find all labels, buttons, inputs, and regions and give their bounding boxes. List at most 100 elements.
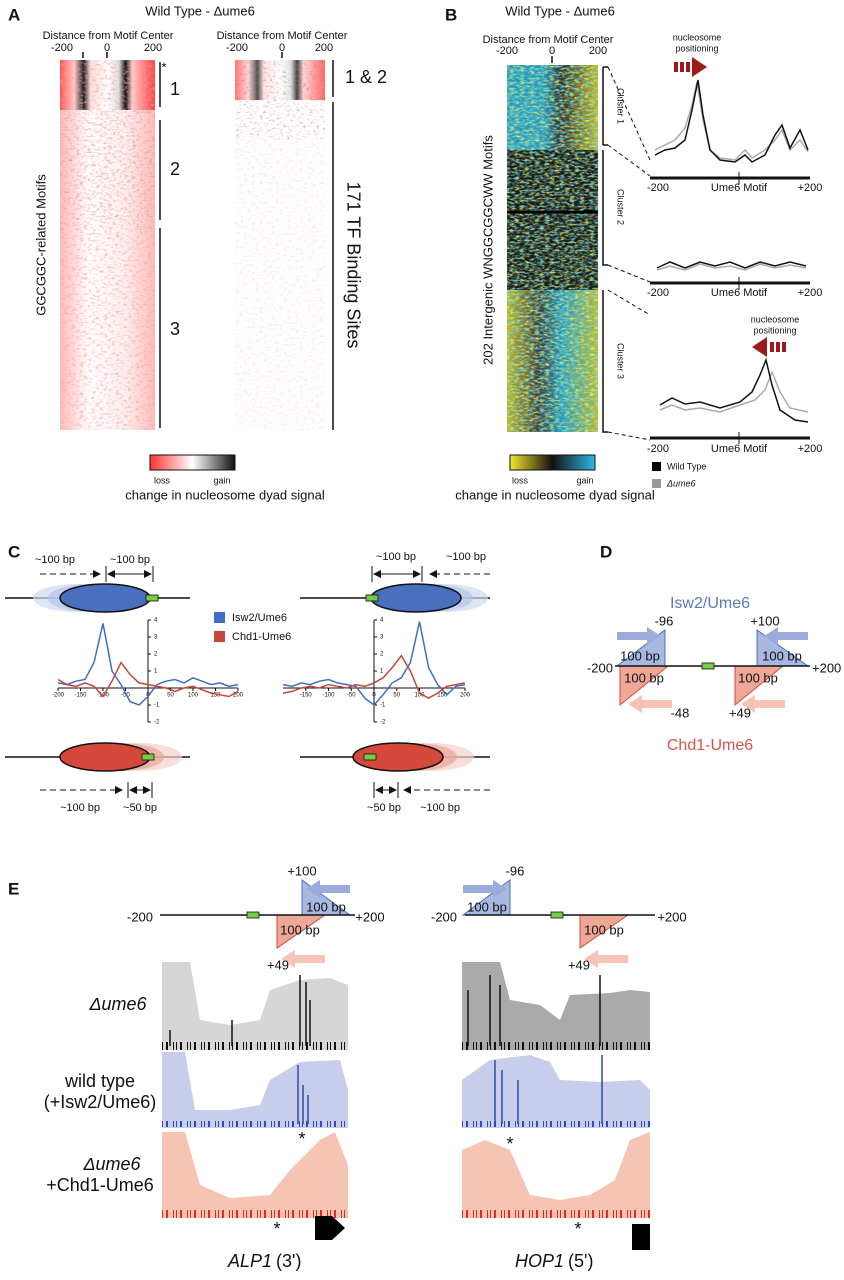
x-tick-label: -100 (322, 693, 335, 699)
x-tick-label: -200 (52, 693, 65, 699)
y-tick-label: -1 (380, 703, 386, 709)
width-label: 100 bp (762, 648, 802, 663)
track-label: wild type (64, 1071, 135, 1091)
x-tick-label: -50 (121, 693, 130, 699)
colorbar-a (149, 454, 236, 471)
width-label: 100 bp (280, 922, 320, 937)
colorbar-label: loss (512, 475, 529, 485)
colorbar-label: gain (213, 475, 230, 485)
end-label: +200 (355, 909, 384, 924)
colorbar-label: gain (576, 475, 593, 485)
axis-title: Distance from Motif Center (217, 30, 348, 42)
distance-label: ~100 bp (420, 802, 460, 814)
panel-label: C (8, 542, 20, 561)
distance-label: ~50 bp (123, 802, 157, 814)
position-label: +49 (729, 705, 751, 720)
tick-label: -200 (496, 45, 518, 57)
tick-label: 200 (144, 42, 162, 54)
annotation: positioning (675, 43, 718, 53)
axis-title: GGCGGC-related Motifs (33, 174, 48, 316)
track-label: +Chd1-Ume6 (46, 1175, 154, 1195)
track-label: (+Isw2/Ume6) (44, 1092, 157, 1112)
end-label: +200 (812, 660, 841, 675)
axis-title: 202 Intergenic WNGGCGGCWW Motifs (480, 135, 495, 365)
legend-label: Isw2/Ume6 (232, 612, 287, 624)
width-label: 100 bp (620, 648, 660, 663)
position-label: -48 (671, 705, 690, 720)
distance-label: ~50 bp (367, 802, 401, 814)
distance-label: ~100 bp (446, 551, 486, 563)
tick-label: 200 (589, 45, 607, 57)
y-tick-label: 4 (380, 618, 384, 624)
tick-label: 0 (104, 42, 110, 54)
position-label: -96 (506, 863, 525, 878)
position-label: +49 (267, 957, 289, 972)
tracks-e (162, 962, 650, 1250)
annotation: * (273, 1219, 280, 1239)
diagram-d (615, 627, 810, 713)
axis-label: -200 (647, 287, 669, 299)
annotation: positioning (753, 325, 796, 335)
colorbar-label: loss (154, 475, 171, 485)
legend-swatch (214, 612, 225, 623)
diagram-title: Chd1-Ume6 (667, 737, 753, 754)
line-series (282, 654, 466, 700)
colorbar-caption: change in nucleosome dyad signal (455, 487, 655, 502)
y-tick-label: 1 (154, 669, 158, 675)
x-tick-label: 0 (372, 693, 376, 699)
axis-label: -200 (647, 443, 669, 455)
gene-label: HOP1 (515, 1251, 564, 1271)
tick-label: -200 (226, 42, 248, 54)
x-tick-label: 200 (460, 693, 471, 699)
gene-label: (5') (568, 1251, 593, 1271)
axis-label: -200 (647, 182, 669, 194)
x-tick-label: 50 (393, 693, 400, 699)
x-tick-label: -50 (347, 693, 356, 699)
tick-label: 200 (315, 42, 333, 54)
panel-label: A (8, 5, 20, 24)
x-tick-label: 100 (188, 693, 199, 699)
gene-label: ALP1 (227, 1251, 272, 1271)
y-tick-label: 3 (380, 635, 384, 641)
line-series (282, 621, 466, 707)
panel-label: D (600, 542, 612, 561)
end-label: +200 (657, 909, 686, 924)
tick-label: -200 (51, 42, 73, 54)
cluster-brackets-a (82, 52, 334, 430)
end-label: -200 (431, 909, 457, 924)
legend-swatch (214, 631, 225, 642)
annotation: * (574, 1219, 581, 1239)
annotation: nucleosome (751, 314, 800, 324)
y-tick-label: 3 (154, 635, 158, 641)
colorbar-caption: change in nucleosome dyad signal (125, 487, 325, 502)
axis-title: Distance from Motif Center (483, 34, 614, 46)
x-tick-label: -150 (300, 693, 313, 699)
cluster-label: Cluster 1 (616, 88, 626, 124)
cluster-label: 171 TF Binding Sites (343, 182, 363, 349)
width-label: 100 bp (306, 899, 346, 914)
axis-label: Ume6 Motif (711, 443, 768, 455)
distance-label: ~100 bp (376, 551, 416, 563)
y-tick-label: 1 (380, 669, 384, 675)
cluster-label: 1 (170, 79, 180, 99)
panel-title: Wild Type - Δume6 (145, 3, 255, 18)
axis-title: Distance from Motif Center (43, 30, 174, 42)
distance-label: ~100 bp (35, 554, 75, 566)
axis-label: Ume6 Motif (711, 182, 768, 194)
x-tick-label: -150 (74, 693, 87, 699)
track-label: Δume6 (82, 1154, 141, 1174)
distance-label: ~100 bp (110, 554, 150, 566)
heatmap-a-left (60, 60, 155, 430)
line-series (57, 661, 239, 698)
tick-label: 0 (549, 45, 555, 57)
y-tick-label: 2 (154, 652, 158, 658)
x-tick-label: 150 (210, 693, 221, 699)
annotation: * (506, 1134, 513, 1154)
width-label: 100 bp (624, 670, 664, 685)
schematic-c (5, 566, 490, 798)
position-label: +100 (750, 613, 779, 628)
axis-label: +200 (798, 287, 823, 299)
end-label: -200 (587, 660, 613, 675)
cluster-label: 2 (170, 159, 180, 179)
legend-label: Chd1-Ume6 (232, 631, 291, 643)
